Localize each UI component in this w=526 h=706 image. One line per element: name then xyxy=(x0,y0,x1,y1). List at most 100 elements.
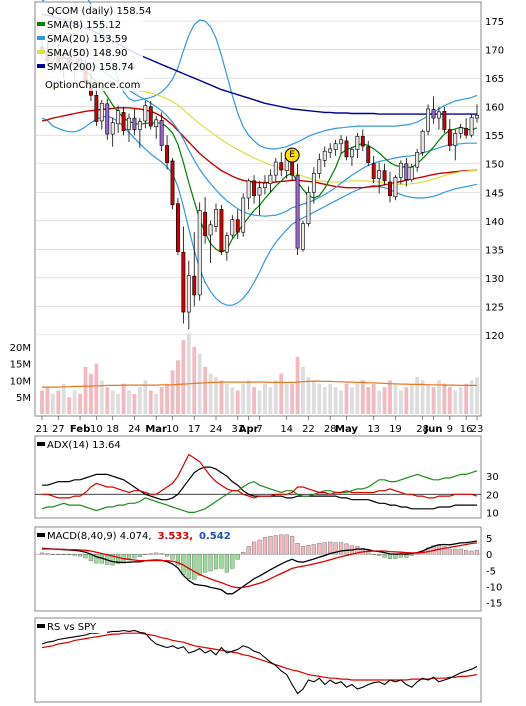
legend-sma200: SMA(200) 158.74 xyxy=(47,62,134,73)
x-tick-label: 28 xyxy=(416,424,429,435)
macd-histogram-bar xyxy=(164,553,170,557)
candle-body xyxy=(469,117,474,136)
volume-bar xyxy=(306,377,311,414)
candle-body xyxy=(203,211,208,236)
macd-histogram-bar xyxy=(224,553,229,573)
macd-signal-line xyxy=(42,542,478,589)
x-tick-label: 23 xyxy=(471,424,484,435)
volume-bar xyxy=(148,390,153,414)
volume-bar xyxy=(176,360,180,414)
macd-histogram-bar xyxy=(377,553,382,556)
candle-body xyxy=(105,103,110,135)
volume-bar xyxy=(83,366,88,414)
candle-body xyxy=(447,129,452,146)
candle-body xyxy=(116,110,121,125)
macd-histogram-bar xyxy=(474,550,480,555)
volume-bar xyxy=(89,373,93,414)
volume-bar xyxy=(322,387,327,414)
macd-histogram-bar xyxy=(132,553,137,559)
volume-bar xyxy=(415,377,420,414)
price-tick-label: 120 xyxy=(485,331,504,342)
macd-histogram-bar xyxy=(273,535,278,555)
earnings-marker-circle[interactable] xyxy=(284,147,300,163)
macd-tick-label: -15 xyxy=(486,599,502,610)
candle-body xyxy=(311,173,316,193)
macd-histogram-bar xyxy=(306,544,311,555)
volume-bar xyxy=(67,397,72,414)
macd-legend-swatch xyxy=(37,533,45,537)
candle-body xyxy=(127,117,131,130)
macd-histogram-bar xyxy=(322,542,327,555)
volume-bar xyxy=(257,390,262,414)
candle-body xyxy=(235,219,240,233)
volume-bars xyxy=(40,333,479,414)
volume-bar xyxy=(409,383,414,414)
candle-body xyxy=(214,209,218,227)
volume-bar xyxy=(355,383,360,414)
macd-histogram-bar xyxy=(203,553,208,573)
price-legend: QCOM (daily) 158.54 SMA(8) 155.12 SMA(20… xyxy=(37,6,151,91)
candle-body xyxy=(344,140,349,158)
macd-histogram-bar xyxy=(268,535,273,555)
candle-body xyxy=(137,121,142,130)
volume-bar xyxy=(442,383,447,414)
volume-bar xyxy=(366,387,371,414)
volume-bar xyxy=(197,353,202,414)
volume-bar xyxy=(99,380,104,414)
volume-bar xyxy=(268,387,273,414)
candle-body xyxy=(273,161,278,176)
candle-body xyxy=(355,136,360,150)
x-tick-label: 24 xyxy=(210,424,223,435)
candle-body xyxy=(366,146,371,163)
x-tick-label: May xyxy=(335,424,358,435)
candlesticks xyxy=(40,38,479,330)
volume-tick-label: 15M xyxy=(10,360,31,371)
macd-histogram-bar xyxy=(328,541,333,555)
macd-histogram-bar xyxy=(154,552,159,555)
volume-bar xyxy=(143,380,148,414)
x-tick-label: 17 xyxy=(188,424,201,435)
candle-body xyxy=(165,145,169,163)
price-y-axis: 120 125 130 135 140 145 150 155 160 165 170 175 xyxy=(485,17,504,342)
volume-bar xyxy=(50,393,55,414)
minus_di-line xyxy=(42,453,478,499)
candle-body xyxy=(110,122,115,135)
earnings-marker[interactable]: E xyxy=(284,147,300,163)
x-tick-label: Mar xyxy=(145,424,167,435)
legend-sma8: SMA(8) 155.12 xyxy=(47,20,121,31)
macd-histogram-bar xyxy=(137,553,142,557)
macd-legend-box xyxy=(37,529,227,542)
candle-body xyxy=(176,203,180,252)
volume-bar xyxy=(393,383,398,414)
macd-legend-prefix: MACD(8,40,9) 4.074, xyxy=(47,531,152,542)
macd-histogram-bar xyxy=(159,553,164,555)
macd-histogram-bar xyxy=(393,553,398,559)
candle-body xyxy=(350,149,354,158)
candle-body xyxy=(143,105,148,122)
candle-body xyxy=(230,219,235,236)
macd-histogram-bar xyxy=(382,553,387,558)
x-tick-label: 9 xyxy=(447,424,453,435)
candle-body xyxy=(279,162,284,171)
macd-histogram-bar xyxy=(344,543,349,555)
price-legend-box xyxy=(37,4,143,91)
macd-legend-signal: 3.533, xyxy=(158,531,193,542)
rs-line xyxy=(41,629,478,695)
volume-bar xyxy=(317,383,322,414)
watermark: OptionChance.com xyxy=(45,80,140,91)
macd-histogram-bar xyxy=(464,550,469,555)
x-tick-label: 19 xyxy=(389,424,402,435)
x-tick-label: 10 xyxy=(90,424,103,435)
volume-bar xyxy=(165,383,169,414)
candle-body xyxy=(371,163,376,179)
candle-body xyxy=(382,170,387,182)
macd-histogram-bar xyxy=(251,541,257,555)
volume-bar xyxy=(105,387,110,414)
macd-histogram-bar xyxy=(279,534,284,555)
candle-body xyxy=(99,102,104,122)
candle-body xyxy=(388,181,392,196)
adx-legend: ADX(14) 13.64 xyxy=(47,440,121,451)
volume-bar xyxy=(377,390,382,414)
macd-histogram-bar xyxy=(143,553,148,555)
